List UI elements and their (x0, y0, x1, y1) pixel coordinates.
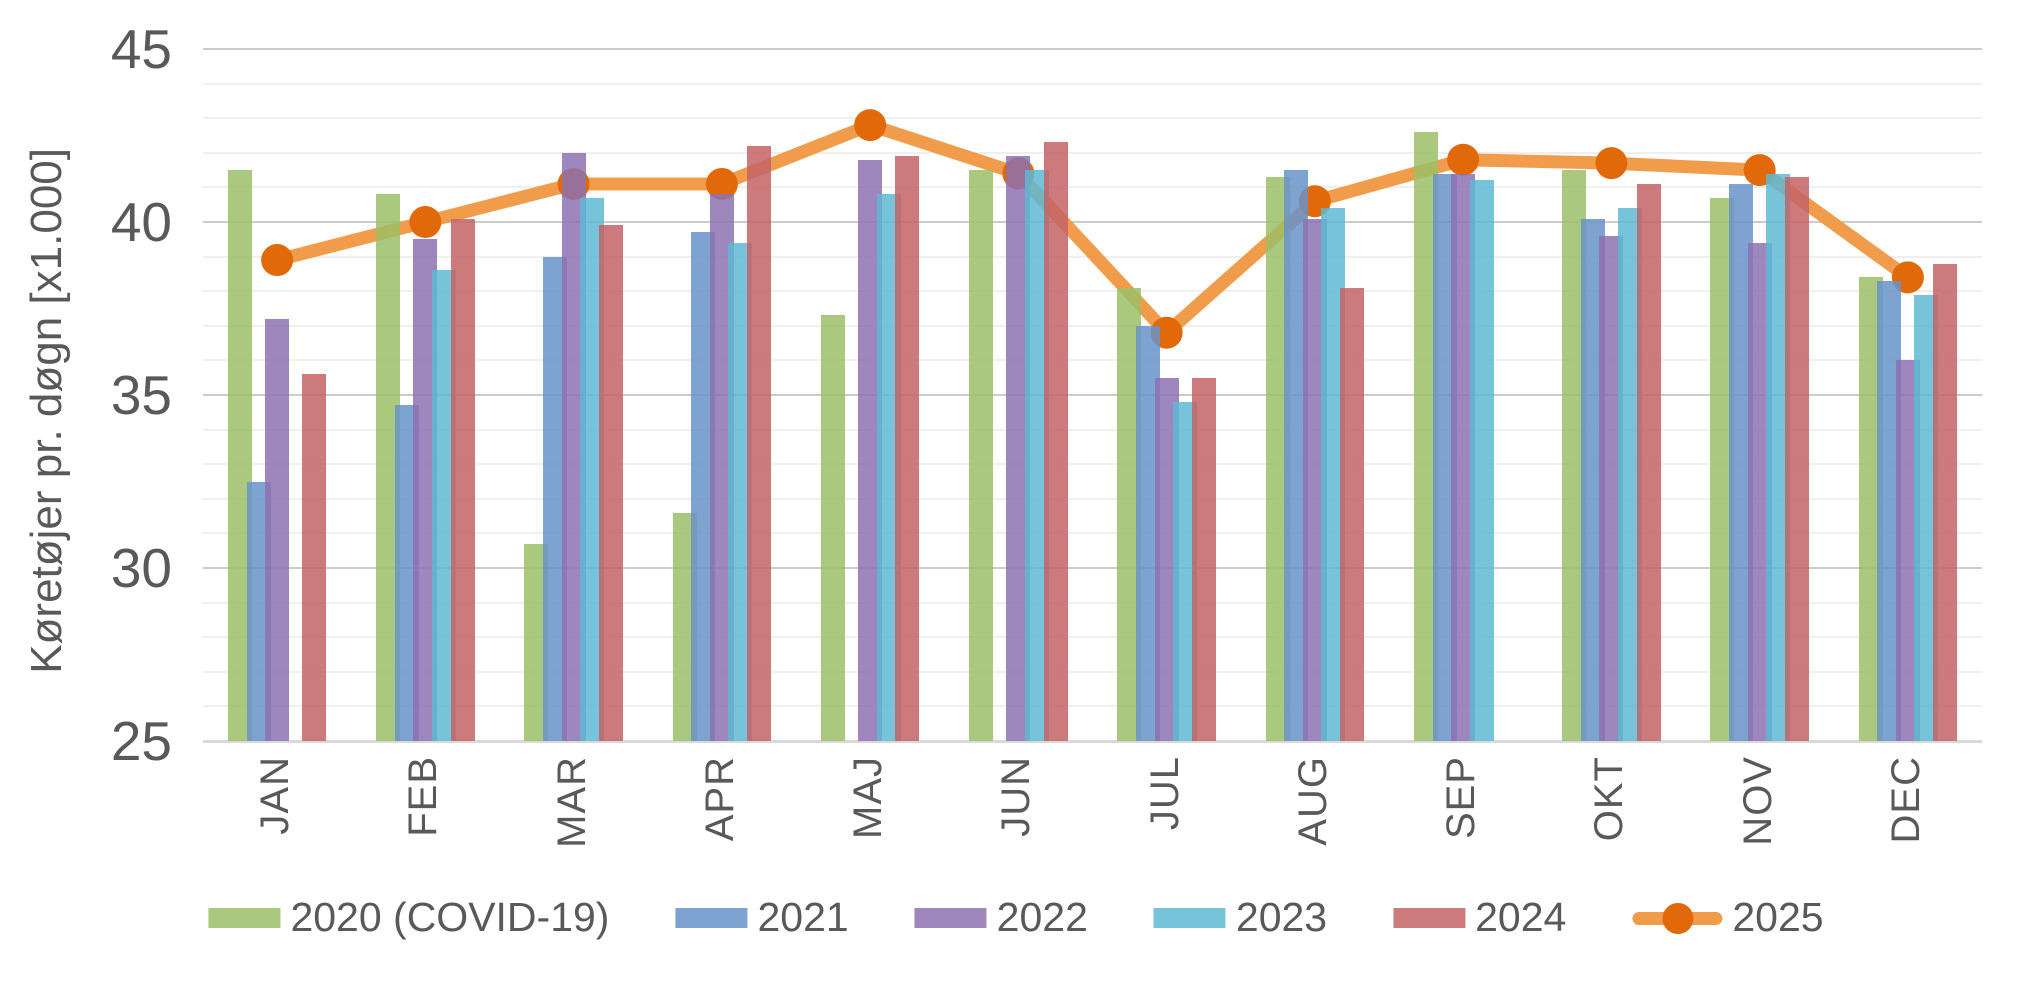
gridline-32 (203, 497, 1982, 500)
x-tick-label-nov: NOV (1735, 756, 1780, 846)
line-marker-jan (261, 244, 294, 277)
bar-2024-nov (1784, 177, 1809, 741)
bar-2024-jun (1043, 142, 1068, 741)
gridline-33 (203, 463, 1982, 466)
legend-swatch-2024 (1393, 907, 1466, 928)
bar-2024-mar (598, 225, 623, 741)
line-marker-sep (1447, 143, 1480, 176)
legend-item-2022: 2022 (914, 894, 1088, 940)
x-tick-label-jul: JUL (1142, 756, 1187, 831)
y-tick-label-35: 35 (110, 364, 172, 426)
legend-line-marker-dot (1662, 902, 1694, 934)
legend-swatch-2021 (675, 907, 748, 928)
bar-2024-jan (302, 374, 327, 741)
gridline-27 (203, 670, 1982, 673)
gridline-26 (203, 705, 1982, 708)
bar-2024-feb (450, 218, 475, 741)
bar-2024-apr (747, 145, 772, 741)
gridline-34 (203, 428, 1982, 431)
y-tick-label-25: 25 (110, 710, 172, 772)
gridline-31 (203, 532, 1982, 535)
x-tick-label-dec: DEC (1883, 756, 1928, 844)
gridline-28 (203, 636, 1982, 639)
x-tick-label-okt: OKT (1587, 756, 1632, 842)
gridline-42 (203, 151, 1982, 154)
x-tick-label-feb: FEB (401, 756, 446, 837)
x-tick-label-apr: APR (697, 756, 742, 842)
bar-2024-dec (1933, 263, 1958, 741)
bar-2022-jan (265, 318, 290, 741)
gridline-44 (203, 82, 1982, 85)
bar-2020-jun (969, 170, 994, 741)
bar-2024-aug (1340, 287, 1365, 741)
axis-baseline (203, 740, 1982, 743)
y-tick-label-30: 30 (110, 537, 172, 599)
legend: 2020 (COVID-19) 2021 2022 2023 2024 2025 (208, 894, 1824, 940)
gridline-30 (203, 567, 1982, 569)
legend-label-2020: 2020 (COVID-19) (290, 894, 610, 940)
gridline-35 (203, 394, 1982, 396)
gridline-41 (203, 186, 1982, 189)
bar-2023-sep (1469, 180, 1494, 741)
legend-label-2025: 2025 (1732, 894, 1824, 940)
gridline-45 (203, 48, 1982, 50)
x-tick-label-sep: SEP (1439, 756, 1484, 840)
legend-item-2025: 2025 (1632, 894, 1824, 940)
bar-2020-maj (820, 315, 845, 741)
legend-label-2023: 2023 (1235, 894, 1328, 940)
legend-item-2024: 2024 (1393, 897, 1566, 938)
bar-2024-jul (1191, 377, 1216, 741)
legend-swatch-2025 (1632, 901, 1723, 935)
gridline-43 (203, 117, 1982, 120)
x-tick-label-aug: AUG (1290, 756, 1335, 846)
line-path-2025 (270, 118, 1915, 340)
x-tick-label-maj: MAJ (846, 756, 891, 839)
gridline-29 (203, 601, 1982, 604)
legend-item-2020: 2020 (COVID-19) (208, 897, 609, 938)
legend-swatch-2023 (1153, 907, 1226, 928)
x-tick-label-mar: MAR (549, 756, 594, 848)
y-tick-label-40: 40 (110, 191, 172, 253)
gridline-36 (203, 359, 1982, 362)
x-tick-label-jan: JAN (253, 756, 298, 835)
line-marker-maj (854, 109, 887, 142)
bar-2024-okt (1636, 183, 1661, 741)
y-tick-label-45: 45 (110, 18, 172, 80)
legend-item-2021: 2021 (675, 894, 849, 940)
legend-swatch-2020 (208, 907, 281, 928)
bar-2024-maj (895, 156, 920, 741)
legend-item-2023: 2023 (1153, 894, 1328, 940)
x-tick-label-jun: JUN (994, 756, 1039, 837)
legend-swatch-2022 (914, 907, 987, 928)
legend-label-2021: 2021 (757, 894, 849, 940)
legend-label-2024: 2024 (1475, 894, 1567, 940)
legend-label-2022: 2022 (996, 894, 1088, 940)
y-axis-title: Køretøjer pr. døgn [x1.000] (22, 148, 71, 674)
